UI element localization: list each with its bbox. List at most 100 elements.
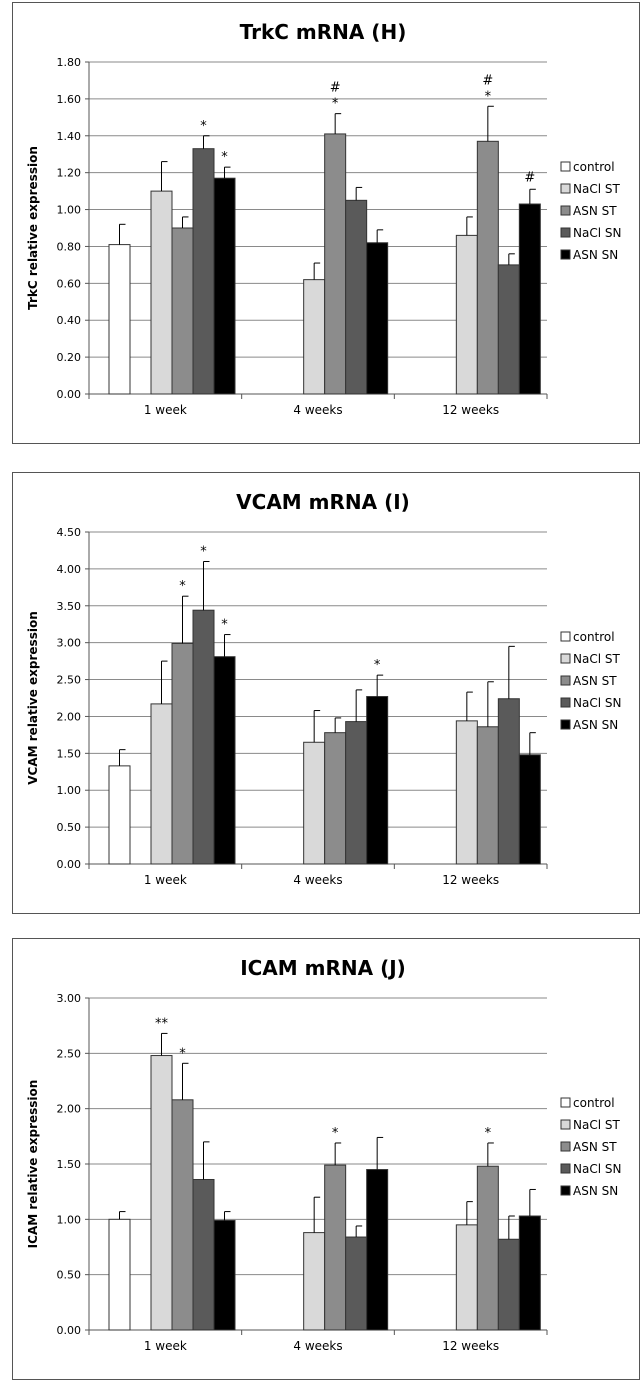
trkc-chart-panel: TrkC mRNA (H) TrkC relative expression 0.0… — [12, 2, 640, 444]
y-tick-label: 3.00 — [57, 992, 82, 1005]
bar — [518, 754, 541, 865]
y-tick-label: 1.00 — [57, 1213, 82, 1226]
y-tick-label: 2.00 — [57, 1103, 82, 1116]
bar — [324, 1164, 347, 1331]
significance-marker: * — [179, 1046, 186, 1061]
bar — [476, 140, 499, 395]
bar — [455, 234, 478, 395]
significance-marker: * — [200, 119, 207, 134]
y-tick-label: 1.50 — [57, 747, 82, 760]
significance-marker: * — [374, 658, 381, 673]
significance-marker: * — [485, 1126, 492, 1141]
trkc-chart: TrkC mRNA (H) TrkC relative expression 0.0… — [26, 20, 621, 417]
y-tick-label: 1.60 — [57, 93, 82, 106]
bar — [476, 1165, 499, 1331]
legend-label: NaCl SN — [573, 1162, 621, 1176]
y-tick-label: 0.00 — [57, 1324, 82, 1337]
bar — [192, 1178, 215, 1331]
y-tick-label: 0.00 — [57, 388, 82, 401]
bar — [213, 1219, 236, 1331]
bar — [213, 177, 236, 395]
icam-chart-panel: ICAM mRNA (J) ICAM relative expression 0.0… — [12, 938, 640, 1380]
x-tick-label: 4 weeks — [293, 403, 342, 417]
chart-title: ICAM mRNA (J) — [240, 956, 406, 980]
legend-swatch — [560, 249, 571, 260]
legend-label: ASN SN — [573, 248, 618, 262]
y-tick-label: 0.00 — [57, 858, 82, 871]
icam-chart: ICAM mRNA (J) ICAM relative expression 0.0… — [26, 956, 621, 1353]
y-tick-label: 2.50 — [57, 674, 82, 687]
bar — [455, 1224, 478, 1331]
y-tick-label: 1.00 — [57, 784, 82, 797]
chart-title: VCAM mRNA (I) — [236, 490, 410, 514]
legend-label: control — [573, 1096, 615, 1110]
significance-marker: * — [221, 618, 228, 633]
legend-swatch — [560, 653, 571, 664]
legend-swatch — [560, 1119, 571, 1130]
bar — [303, 279, 326, 395]
bar — [518, 1215, 541, 1331]
y-axis-label: VCAM relative expression — [26, 611, 40, 784]
bar — [108, 1218, 131, 1331]
y-tick-label: 4.50 — [57, 526, 82, 539]
bar — [150, 1055, 173, 1331]
legend-swatch — [560, 1163, 571, 1174]
bar — [366, 1169, 389, 1331]
legend-label: NaCl ST — [573, 652, 620, 666]
legend-swatch — [560, 631, 571, 642]
bar — [171, 1099, 194, 1331]
bar — [171, 642, 194, 865]
y-tick-label: 1.80 — [57, 56, 82, 69]
y-tick-label: 2.50 — [57, 1047, 82, 1060]
y-tick-label: 4.00 — [57, 563, 82, 576]
legend-label: NaCl ST — [573, 1118, 620, 1132]
legend-label: ASN SN — [573, 718, 618, 732]
significance-marker: * — [485, 89, 492, 104]
bar — [366, 242, 389, 395]
legend-label: NaCl SN — [573, 696, 621, 710]
y-axis-label: TrkC relative expression — [26, 146, 40, 310]
bar — [366, 696, 389, 865]
y-tick-label: 2.00 — [57, 710, 82, 723]
significance-marker: # — [482, 73, 493, 88]
x-tick-label: 4 weeks — [293, 873, 342, 887]
significance-marker: * — [332, 97, 339, 112]
significance-marker: * — [179, 579, 186, 594]
y-tick-label: 0.40 — [57, 314, 82, 327]
bar — [213, 656, 236, 865]
legend-swatch — [560, 205, 571, 216]
bar — [303, 1232, 326, 1331]
legend-swatch — [560, 227, 571, 238]
significance-marker: * — [221, 150, 228, 165]
bar — [345, 721, 368, 865]
legend-swatch — [560, 719, 571, 730]
x-tick-label: 12 weeks — [442, 873, 499, 887]
bar — [345, 199, 368, 395]
x-tick-label: 1 week — [144, 1339, 187, 1353]
significance-marker: # — [330, 81, 341, 96]
y-tick-label: 1.00 — [57, 204, 82, 217]
legend-swatch — [560, 1141, 571, 1152]
bar — [455, 720, 478, 865]
significance-marker: # — [524, 170, 535, 185]
y-tick-label: 1.40 — [57, 130, 82, 143]
legend-label: control — [573, 160, 615, 174]
legend-swatch — [560, 697, 571, 708]
bar — [150, 703, 173, 865]
y-tick-label: 1.50 — [57, 1158, 82, 1171]
legend-label: ASN SN — [573, 1184, 618, 1198]
y-tick-label: 0.50 — [57, 1269, 82, 1282]
x-tick-label: 12 weeks — [442, 403, 499, 417]
bar — [192, 609, 215, 865]
bar — [150, 190, 173, 395]
bar — [345, 1236, 368, 1331]
bar — [108, 244, 131, 395]
legend-label: ASN ST — [573, 674, 617, 688]
y-tick-label: 0.80 — [57, 240, 82, 253]
vcam-chart-panel: VCAM mRNA (I) VCAM relative expression 0.0… — [12, 472, 640, 914]
legend-swatch — [560, 1185, 571, 1196]
y-tick-label: 3.50 — [57, 600, 82, 613]
y-tick-label: 3.00 — [57, 637, 82, 650]
bar — [518, 203, 541, 395]
bar — [108, 765, 131, 865]
